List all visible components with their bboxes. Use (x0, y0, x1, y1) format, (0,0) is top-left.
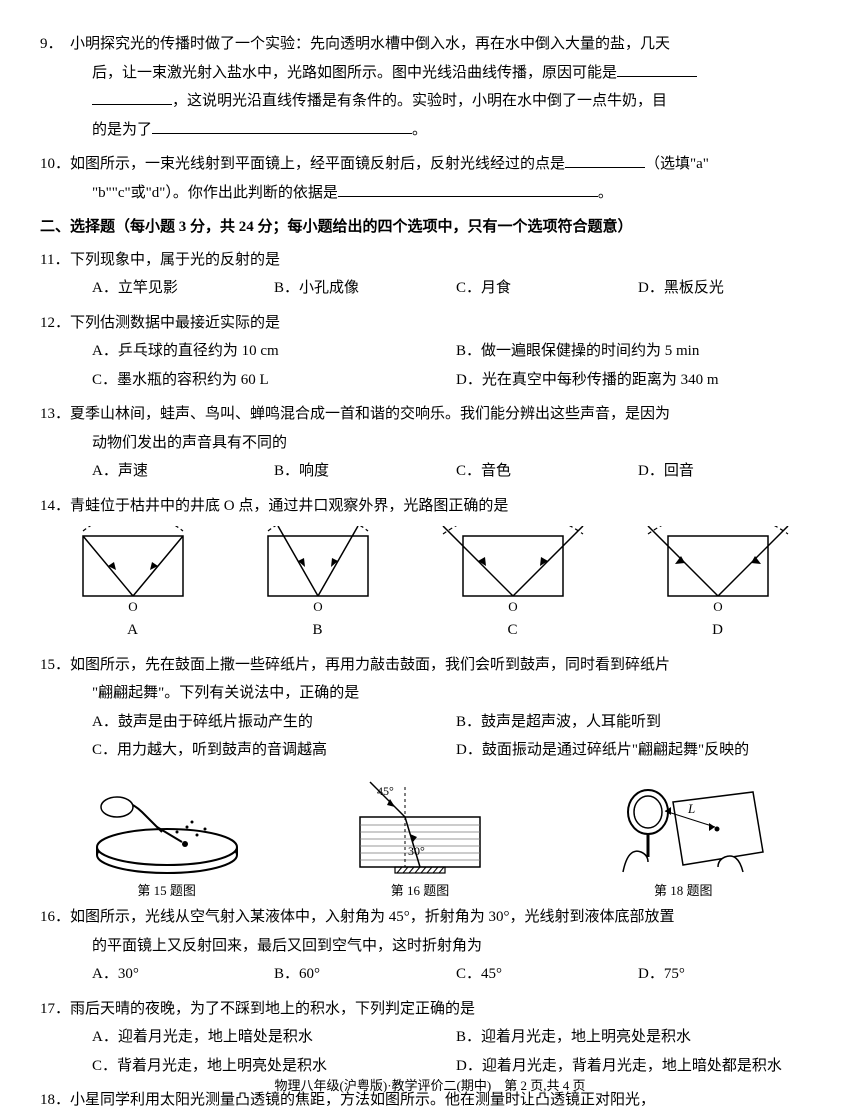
svg-text:O: O (128, 599, 137, 614)
q12-stem: 下列估测数据中最接近实际的是 (70, 315, 280, 331)
question-11: 11．下列现象中，属于光的反射的是 A．立竿见影 B．小孔成像 C．月食 D．黑… (40, 246, 820, 303)
q14-label-c: C (438, 616, 588, 645)
option-b[interactable]: B．做一遍眼保健操的时间约为 5 min (456, 337, 820, 366)
blank[interactable] (338, 180, 598, 197)
fig-18: L 第 18 题图 (593, 777, 773, 904)
q16-l2: 的平面镜上又反射回来，最后又回到空气中，这时折射角为 (40, 932, 820, 961)
option-a[interactable]: A．乒乓球的直径约为 10 cm (92, 337, 456, 366)
qnum-14: 14． (40, 492, 70, 521)
q9-line2a: 后，让一束激光射入盐水中，光路如图所示。图中光线沿曲线传播，原因可能是 (92, 65, 617, 81)
svg-text:O: O (508, 599, 517, 614)
fig18-caption: 第 18 题图 (593, 879, 773, 904)
q14-fig-a: O A (68, 526, 198, 645)
question-12: 12．下列估测数据中最接近实际的是 A．乒乓球的直径约为 10 cm B．做一遍… (40, 309, 820, 395)
question-14: 14．青蛙位于枯井中的井底 O 点，通过井口观察外界，光路图正确的是 O A (40, 492, 820, 645)
fig-16: 45° 30° 第 16 题图 (340, 777, 500, 904)
q14-fig-c: O C (438, 526, 588, 645)
q10-line1a: 如图所示，一束光线射到平面镜上，经平面镜反射后，反射光线经过的点是 (70, 156, 565, 172)
option-b[interactable]: B．响度 (274, 457, 456, 486)
q13-l2: 动物们发出的声音具有不同的 (40, 429, 820, 458)
section-2-header: 二、选择题（每小题 3 分，共 24 分；每小题给出的四个选项中，只有一个选项符… (40, 213, 820, 242)
q11-stem: 下列现象中，属于光的反射的是 (70, 252, 280, 268)
qnum-11: 11． (40, 246, 70, 275)
option-a[interactable]: A．30° (92, 960, 274, 989)
fig15-caption: 第 15 题图 (87, 879, 247, 904)
question-13: 13．夏季山林间，蛙声、鸟叫、蝉鸣混合成一首和谐的交响乐。我们能分辨出这些声音，… (40, 400, 820, 486)
q14-label-d: D (643, 616, 793, 645)
qnum-10: 10． (40, 150, 70, 179)
blank[interactable] (152, 117, 412, 134)
q13-l1: 夏季山林间，蛙声、鸟叫、蝉鸣混合成一首和谐的交响乐。我们能分辨出这些声音，是因为 (70, 406, 670, 422)
option-a[interactable]: A．迎着月光走，地上暗处是积水 (92, 1023, 456, 1052)
q14-label-b: B (253, 616, 383, 645)
qnum-16: 16． (40, 903, 70, 932)
svg-text:L: L (687, 801, 695, 816)
question-15: 15．如图所示，先在鼓面上撒一些碎纸片，再用力敲击鼓面，我们会听到鼓声，同时看到… (40, 651, 820, 765)
qnum-15: 15． (40, 651, 70, 680)
option-b[interactable]: B．迎着月光走，地上明亮处是积水 (456, 1023, 820, 1052)
option-c[interactable]: C．用力越大，听到鼓声的音调越高 (92, 736, 456, 765)
q10-line2: "b""c"或"d"）。你作出此判断的依据是 (92, 185, 338, 201)
option-c[interactable]: C．月食 (456, 274, 638, 303)
qnum-17: 17． (40, 995, 70, 1024)
q14-fig-b: O B (253, 526, 383, 645)
blank[interactable] (92, 89, 172, 106)
blank[interactable] (565, 152, 645, 169)
option-d[interactable]: D．鼓面振动是通过碎纸片"翩翩起舞"反映的 (456, 736, 820, 765)
qnum-13: 13． (40, 400, 70, 429)
option-c[interactable]: C．45° (456, 960, 638, 989)
fig-15: 第 15 题图 (87, 777, 247, 904)
page-footer: 物理八年级(沪粤版)·教学评价二(期中) 第 2 页,共 4 页 (0, 1074, 860, 1099)
question-16: 16．如图所示，光线从空气射入某液体中，入射角为 45°，折射角为 30°，光线… (40, 903, 820, 989)
qnum-9: 9． (40, 30, 70, 59)
question-17: 17．雨后天晴的夜晚，为了不踩到地上的积水，下列判定正确的是 A．迎着月光走，地… (40, 995, 820, 1081)
svg-text:O: O (713, 599, 722, 614)
question-9: 9．小明探究光的传播时做了一个实验：先向透明水槽中倒入水，再在水中倒入大量的盐，… (40, 30, 820, 144)
option-b[interactable]: B．60° (274, 960, 456, 989)
fig16-caption: 第 16 题图 (340, 879, 500, 904)
option-d[interactable]: D．回音 (638, 457, 820, 486)
qnum-12: 12． (40, 309, 70, 338)
option-b[interactable]: B．鼓声是超声波，人耳能听到 (456, 708, 820, 737)
option-a[interactable]: A．声速 (92, 457, 274, 486)
q14-label-a: A (68, 616, 198, 645)
option-c[interactable]: C．墨水瓶的容积约为 60 L (92, 366, 456, 395)
q10-line1b: （选填"a" (645, 156, 709, 172)
option-d[interactable]: D．75° (638, 960, 820, 989)
blank[interactable] (617, 60, 697, 77)
option-a[interactable]: A．鼓声是由于碎纸片振动产生的 (92, 708, 456, 737)
option-b[interactable]: B．小孔成像 (274, 274, 456, 303)
q15-l2: "翩翩起舞"。下列有关说法中，正确的是 (40, 679, 820, 708)
option-a[interactable]: A．立竿见影 (92, 274, 274, 303)
q9-line1: 小明探究光的传播时做了一个实验：先向透明水槽中倒入水，再在水中倒入大量的盐，几天 (70, 36, 670, 52)
q17-stem: 雨后天晴的夜晚，为了不踩到地上的积水，下列判定正确的是 (70, 1001, 475, 1017)
question-10: 10．如图所示，一束光线射到平面镜上，经平面镜反射后，反射光线经过的点是 （选填"… (40, 150, 820, 207)
q16-l1: 如图所示，光线从空气射入某液体中，入射角为 45°，折射角为 30°，光线射到液… (70, 909, 675, 925)
option-c[interactable]: C．音色 (456, 457, 638, 486)
q14-figures: O A O B (40, 520, 820, 645)
q14-stem: 青蛙位于枯井中的井底 O 点，通过井口观察外界，光路图正确的是 (70, 498, 508, 514)
q14-fig-d: O D (643, 526, 793, 645)
q15-l1: 如图所示，先在鼓面上撒一些碎纸片，再用力敲击鼓面，我们会听到鼓声，同时看到碎纸片 (70, 657, 670, 673)
svg-text:O: O (313, 599, 322, 614)
option-d[interactable]: D．黑板反光 (638, 274, 820, 303)
svg-text:30°: 30° (408, 844, 425, 858)
option-d[interactable]: D．光在真空中每秒传播的距离为 340 m (456, 366, 820, 395)
svg-text:45°: 45° (377, 784, 394, 798)
q9-line4a: 的是为了 (92, 122, 152, 138)
q9-line3a: ，这说明光沿直线传播是有条件的。实验时，小明在水中倒了一点牛奶，目 (172, 93, 667, 109)
figure-row: 第 15 题图 45° 30° 第 16 题图 (40, 771, 820, 904)
